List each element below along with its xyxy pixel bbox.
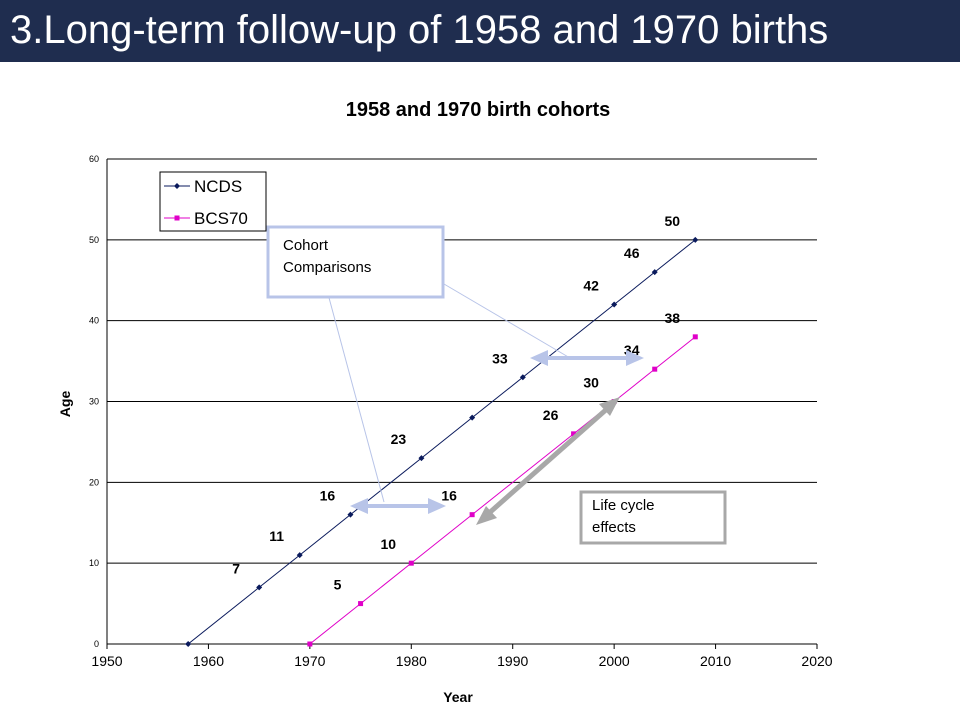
- cohort-comparisons-line1: Cohort: [283, 237, 329, 254]
- x-tick-label: 1970: [294, 653, 325, 669]
- data-label-bcs70: 5: [334, 577, 342, 593]
- point-ncds: [296, 552, 303, 559]
- y-axis-label: Age: [57, 391, 73, 418]
- point-bcs70: [408, 560, 414, 566]
- point-ncds: [256, 584, 263, 591]
- life-cycle-arrow: [476, 397, 620, 525]
- x-tick-label: 2010: [700, 653, 731, 669]
- y-tick-label: 50: [89, 235, 99, 245]
- x-axis-label: Year: [443, 689, 473, 705]
- x-tick-label: 1960: [193, 653, 224, 669]
- legend-bcs70-marker: [174, 215, 180, 221]
- title-bar: 3.Long-term follow-up of 1958 and 1970 b…: [0, 0, 960, 62]
- legend: NCDS BCS70: [159, 171, 267, 232]
- data-label-ncds: 33: [492, 350, 508, 366]
- data-label-ncds: 16: [320, 488, 336, 504]
- data-label-ncds: 42: [583, 278, 599, 294]
- x-tick-label: 1990: [497, 653, 528, 669]
- y-tick-label: 0: [94, 639, 99, 649]
- data-label-bcs70: 10: [380, 536, 396, 552]
- point-bcs70: [692, 334, 698, 340]
- callout-pointer-right: [443, 283, 571, 359]
- series-lines: [187, 239, 696, 645]
- point-bcs70: [571, 431, 577, 437]
- point-bcs70: [307, 641, 313, 647]
- point-ncds: [418, 455, 425, 462]
- data-label-ncds: 11: [269, 528, 284, 544]
- life-cycle-callout: Life cycle effects: [476, 397, 727, 545]
- point-ncds: [692, 236, 699, 243]
- point-bcs70: [469, 512, 475, 518]
- life-cycle-line2: effects: [592, 519, 636, 536]
- series-line-ncds: [187, 239, 696, 645]
- x-tick-label: 2020: [801, 653, 832, 669]
- cohort-arrow-upper: [530, 350, 644, 366]
- y-tick-label: 60: [89, 154, 99, 164]
- chart-title: 1958 and 1970 birth cohorts: [346, 99, 611, 121]
- y-tick-labels: 0 10 20 30 40 50 60: [89, 154, 99, 649]
- x-tick-labels: 1950 1960 1970 1980 1990 2000 2010 2020: [91, 653, 832, 669]
- slide-title: 3.Long-term follow-up of 1958 and 1970 b…: [10, 8, 829, 52]
- data-label-bcs70: 30: [583, 375, 599, 391]
- point-ncds: [519, 374, 526, 381]
- data-label-ncds: 50: [664, 213, 680, 229]
- x-tick-label: 1950: [91, 653, 122, 669]
- point-ncds: [651, 269, 658, 276]
- data-label-bcs70: 38: [664, 310, 680, 326]
- y-tick-label: 10: [89, 558, 99, 568]
- point-ncds: [611, 301, 618, 308]
- cohort-comparisons-line2: Comparisons: [283, 259, 371, 276]
- data-label-bcs70: 16: [441, 488, 457, 504]
- y-tick-label: 20: [89, 477, 99, 487]
- data-label-bcs70: 26: [543, 407, 559, 423]
- chart: 1958 and 1970 birth cohorts 0 10 20 30 40 50 6…: [57, 99, 833, 705]
- legend-ncds-label: NCDS: [194, 177, 242, 196]
- data-label-ncds: 7: [232, 560, 240, 576]
- data-label-ncds: 46: [624, 245, 640, 261]
- legend-bcs70-label: BCS70: [194, 209, 248, 228]
- life-cycle-box: [579, 490, 727, 545]
- cohort-arrow-lower: [350, 498, 446, 514]
- x-tick-label: 1980: [396, 653, 427, 669]
- point-bcs70: [652, 366, 658, 372]
- y-tick-label: 40: [89, 316, 99, 326]
- data-markers: [185, 236, 699, 647]
- data-label-ncds: 23: [391, 431, 407, 447]
- life-cycle-line1: Life cycle: [592, 497, 655, 514]
- cohort-comparisons-box: [266, 225, 445, 299]
- cohort-comparisons-callout: Cohort Comparisons: [266, 225, 644, 514]
- point-bcs70: [358, 601, 364, 607]
- callout-pointer-left: [327, 293, 385, 503]
- legend-ncds-marker: [174, 183, 180, 189]
- legend-box: [159, 171, 267, 232]
- y-tick-label: 30: [89, 397, 99, 407]
- point-ncds: [469, 414, 476, 421]
- x-tick-label: 2000: [599, 653, 630, 669]
- series-line-bcs70: [309, 336, 696, 645]
- gridlines: [106, 158, 818, 649]
- point-ncds: [185, 641, 192, 647]
